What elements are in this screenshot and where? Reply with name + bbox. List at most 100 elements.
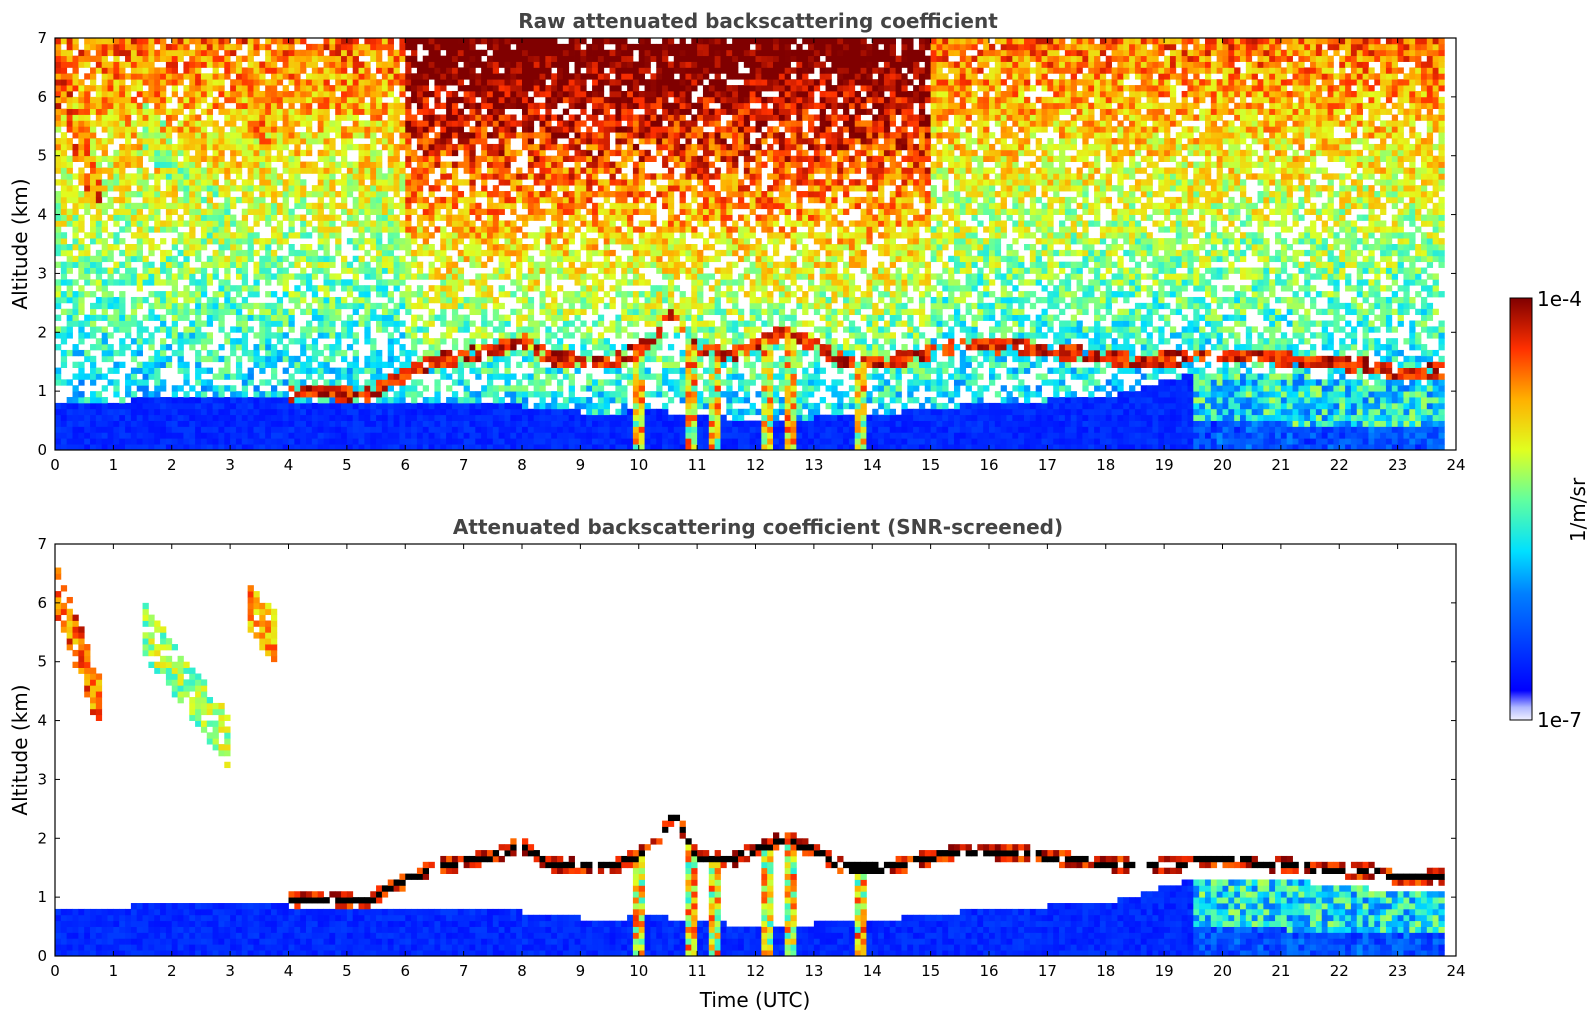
heatmap-cell (165, 273, 173, 280)
heatmap-cell (329, 196, 336, 204)
heatmap-cell (446, 261, 453, 268)
heatmap-cell (451, 102, 459, 110)
heatmap-cell (469, 220, 476, 227)
heatmap-cell (539, 302, 546, 310)
heatmap-cell (90, 279, 97, 286)
heatmap-cell (90, 238, 97, 245)
heatmap-cell (422, 249, 429, 257)
heatmap-cell (539, 120, 546, 127)
heatmap-cell (376, 191, 383, 198)
heatmap-cell (241, 320, 249, 327)
heatmap-cell (165, 61, 173, 68)
heatmap-cell (113, 38, 120, 45)
heatmap-cell (463, 179, 470, 186)
heatmap-cell (189, 385, 196, 392)
heatmap-cell (492, 402, 500, 410)
heatmap-cell (574, 255, 581, 263)
heatmap-cell (142, 214, 149, 221)
heatmap-cell (422, 320, 429, 327)
heatmap-cell (416, 226, 424, 233)
heatmap-cell (440, 179, 447, 186)
heatmap-cell (136, 332, 143, 339)
heatmap-cell (481, 132, 488, 139)
heatmap-cell (282, 138, 289, 145)
heatmap-cell (346, 402, 354, 410)
heatmap-cell (119, 279, 126, 286)
heatmap-cell (235, 308, 243, 316)
heatmap-cell (107, 73, 114, 80)
heatmap-cell (428, 414, 435, 421)
heatmap-cell (78, 79, 85, 86)
heatmap-cell (200, 155, 208, 162)
heatmap-cell (165, 397, 173, 404)
heatmap-cell (253, 126, 260, 133)
heatmap-cell (270, 226, 278, 233)
heatmap-cell (212, 408, 219, 416)
heatmap-cell (183, 90, 190, 98)
heatmap-cell (136, 420, 143, 427)
heatmap-cell (253, 196, 260, 204)
heatmap-cell (90, 414, 97, 421)
heatmap-cell (405, 143, 412, 151)
heatmap-cell (317, 285, 324, 292)
heatmap-cell (510, 155, 517, 162)
heatmap-cell (352, 402, 359, 410)
heatmap-cell (206, 367, 214, 374)
heatmap-cell (411, 420, 418, 427)
heatmap-cell (545, 314, 552, 321)
heatmap-cell (411, 132, 418, 139)
heatmap-cell (329, 391, 336, 398)
heatmap-cell (428, 285, 435, 292)
heatmap-cell (451, 367, 459, 374)
heatmap-cell (381, 179, 389, 186)
heatmap-cell (411, 167, 418, 174)
heatmap-cell (142, 385, 149, 392)
heatmap-cell (451, 438, 459, 445)
heatmap-cell (411, 255, 418, 263)
heatmap-cell (66, 267, 73, 274)
heatmap-cell (469, 191, 476, 198)
heatmap-cell (189, 332, 196, 339)
heatmap-cell (101, 355, 108, 363)
heatmap-cell (259, 344, 266, 351)
heatmap-cell (107, 314, 114, 321)
heatmap-cell (510, 397, 517, 404)
heatmap-cell (113, 220, 120, 227)
heatmap-cell (370, 138, 377, 145)
heatmap-cell (317, 232, 324, 239)
heatmap-cell (405, 267, 412, 274)
heatmap-cell (562, 273, 570, 280)
heatmap-cell (235, 73, 243, 80)
heatmap-cell (72, 185, 79, 192)
heatmap-cell (60, 55, 68, 62)
heatmap-cell (107, 167, 114, 174)
heatmap-cell (206, 214, 214, 221)
heatmap-cell (428, 120, 435, 127)
heatmap-cell (206, 43, 214, 51)
heatmap-cell (224, 367, 231, 374)
heatmap-cell (557, 96, 564, 104)
heatmap-cell (317, 385, 324, 392)
heatmap-cell (265, 332, 272, 339)
heatmap-cell (90, 326, 97, 333)
heatmap-cell (154, 96, 161, 104)
heatmap-cell (568, 85, 575, 92)
heatmap-cell (358, 155, 365, 162)
heatmap-cell (125, 344, 132, 351)
heatmap-cell (527, 296, 535, 304)
heatmap-cell (90, 397, 97, 404)
heatmap-cell (533, 196, 540, 204)
heatmap-cell (265, 38, 272, 45)
heatmap-cell (504, 38, 511, 45)
heatmap-cell (557, 444, 564, 451)
heatmap-cell (235, 414, 243, 421)
heatmap-cell (562, 108, 570, 115)
heatmap-cell (486, 355, 494, 363)
heatmap-cell (270, 85, 278, 92)
heatmap-cell (527, 273, 535, 280)
heatmap-cell (562, 67, 570, 74)
heatmap-cell (212, 414, 219, 421)
heatmap-cell (329, 61, 336, 68)
heatmap-cell (346, 49, 354, 57)
heatmap-cell (451, 108, 459, 115)
